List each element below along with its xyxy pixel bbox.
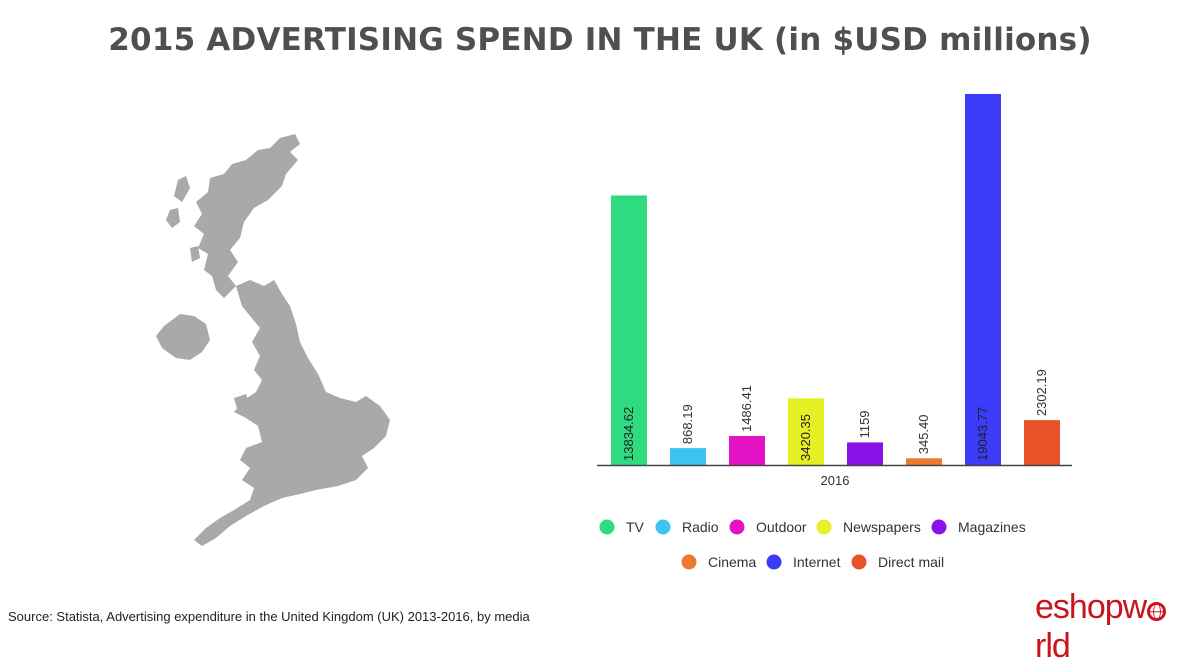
- value-label: 1486.41: [739, 385, 754, 432]
- legend-swatch: [655, 519, 671, 535]
- legend-label: Outdoor: [756, 519, 807, 535]
- value-label: 345.40: [916, 415, 931, 455]
- logo-text-suffix: rld: [1035, 627, 1071, 665]
- legend-swatch: [729, 519, 745, 535]
- bar-magazines: [847, 442, 883, 465]
- legend-label: Cinema: [708, 554, 756, 570]
- value-label: 3420.35: [798, 414, 813, 461]
- eshopworld-logo: eshopwrld: [1035, 588, 1200, 666]
- legend-swatch: [681, 554, 697, 570]
- value-label: 1159: [857, 410, 872, 438]
- legend-label: Radio: [682, 519, 719, 535]
- legend-label: TV: [626, 519, 645, 535]
- logo-text-prefix: eshopw: [1035, 588, 1147, 626]
- uk-map-icon: [156, 134, 390, 546]
- legend-swatch: [931, 519, 947, 535]
- chart-title: 2015 ADVERTISING SPEND IN THE UK (in $US…: [108, 22, 1092, 58]
- bar-internet: [965, 93, 1001, 465]
- source-note: Source: Statista, Advertising expenditur…: [8, 609, 530, 624]
- value-label: 2302.19: [1034, 369, 1049, 416]
- legend-swatch: [816, 519, 832, 535]
- legend-swatch: [599, 519, 615, 535]
- value-label: 19043.77: [975, 407, 990, 461]
- legend-label: Direct mail: [878, 554, 944, 570]
- x-tick-label: 2016: [821, 473, 850, 488]
- value-label: 13834.62: [621, 407, 636, 461]
- bar-tv: [611, 195, 647, 465]
- bar-radio: [670, 448, 706, 465]
- bar-direct-mail: [1024, 420, 1060, 465]
- bar-cinema: [906, 458, 942, 465]
- bar-newspapers: [788, 398, 824, 465]
- legend-label: Magazines: [958, 519, 1026, 535]
- globe-icon: [1147, 602, 1167, 621]
- legend-swatch: [851, 554, 867, 570]
- legend-swatch: [766, 554, 782, 570]
- value-label: 868.19: [680, 404, 695, 444]
- legend-label: Internet: [793, 554, 841, 570]
- bar-chart: 13834.62 868.19 1486.41 3420.35 1159 345.40 19…: [597, 93, 1072, 570]
- legend-label: Newspapers: [843, 519, 921, 535]
- bar-outdoor: [729, 436, 765, 465]
